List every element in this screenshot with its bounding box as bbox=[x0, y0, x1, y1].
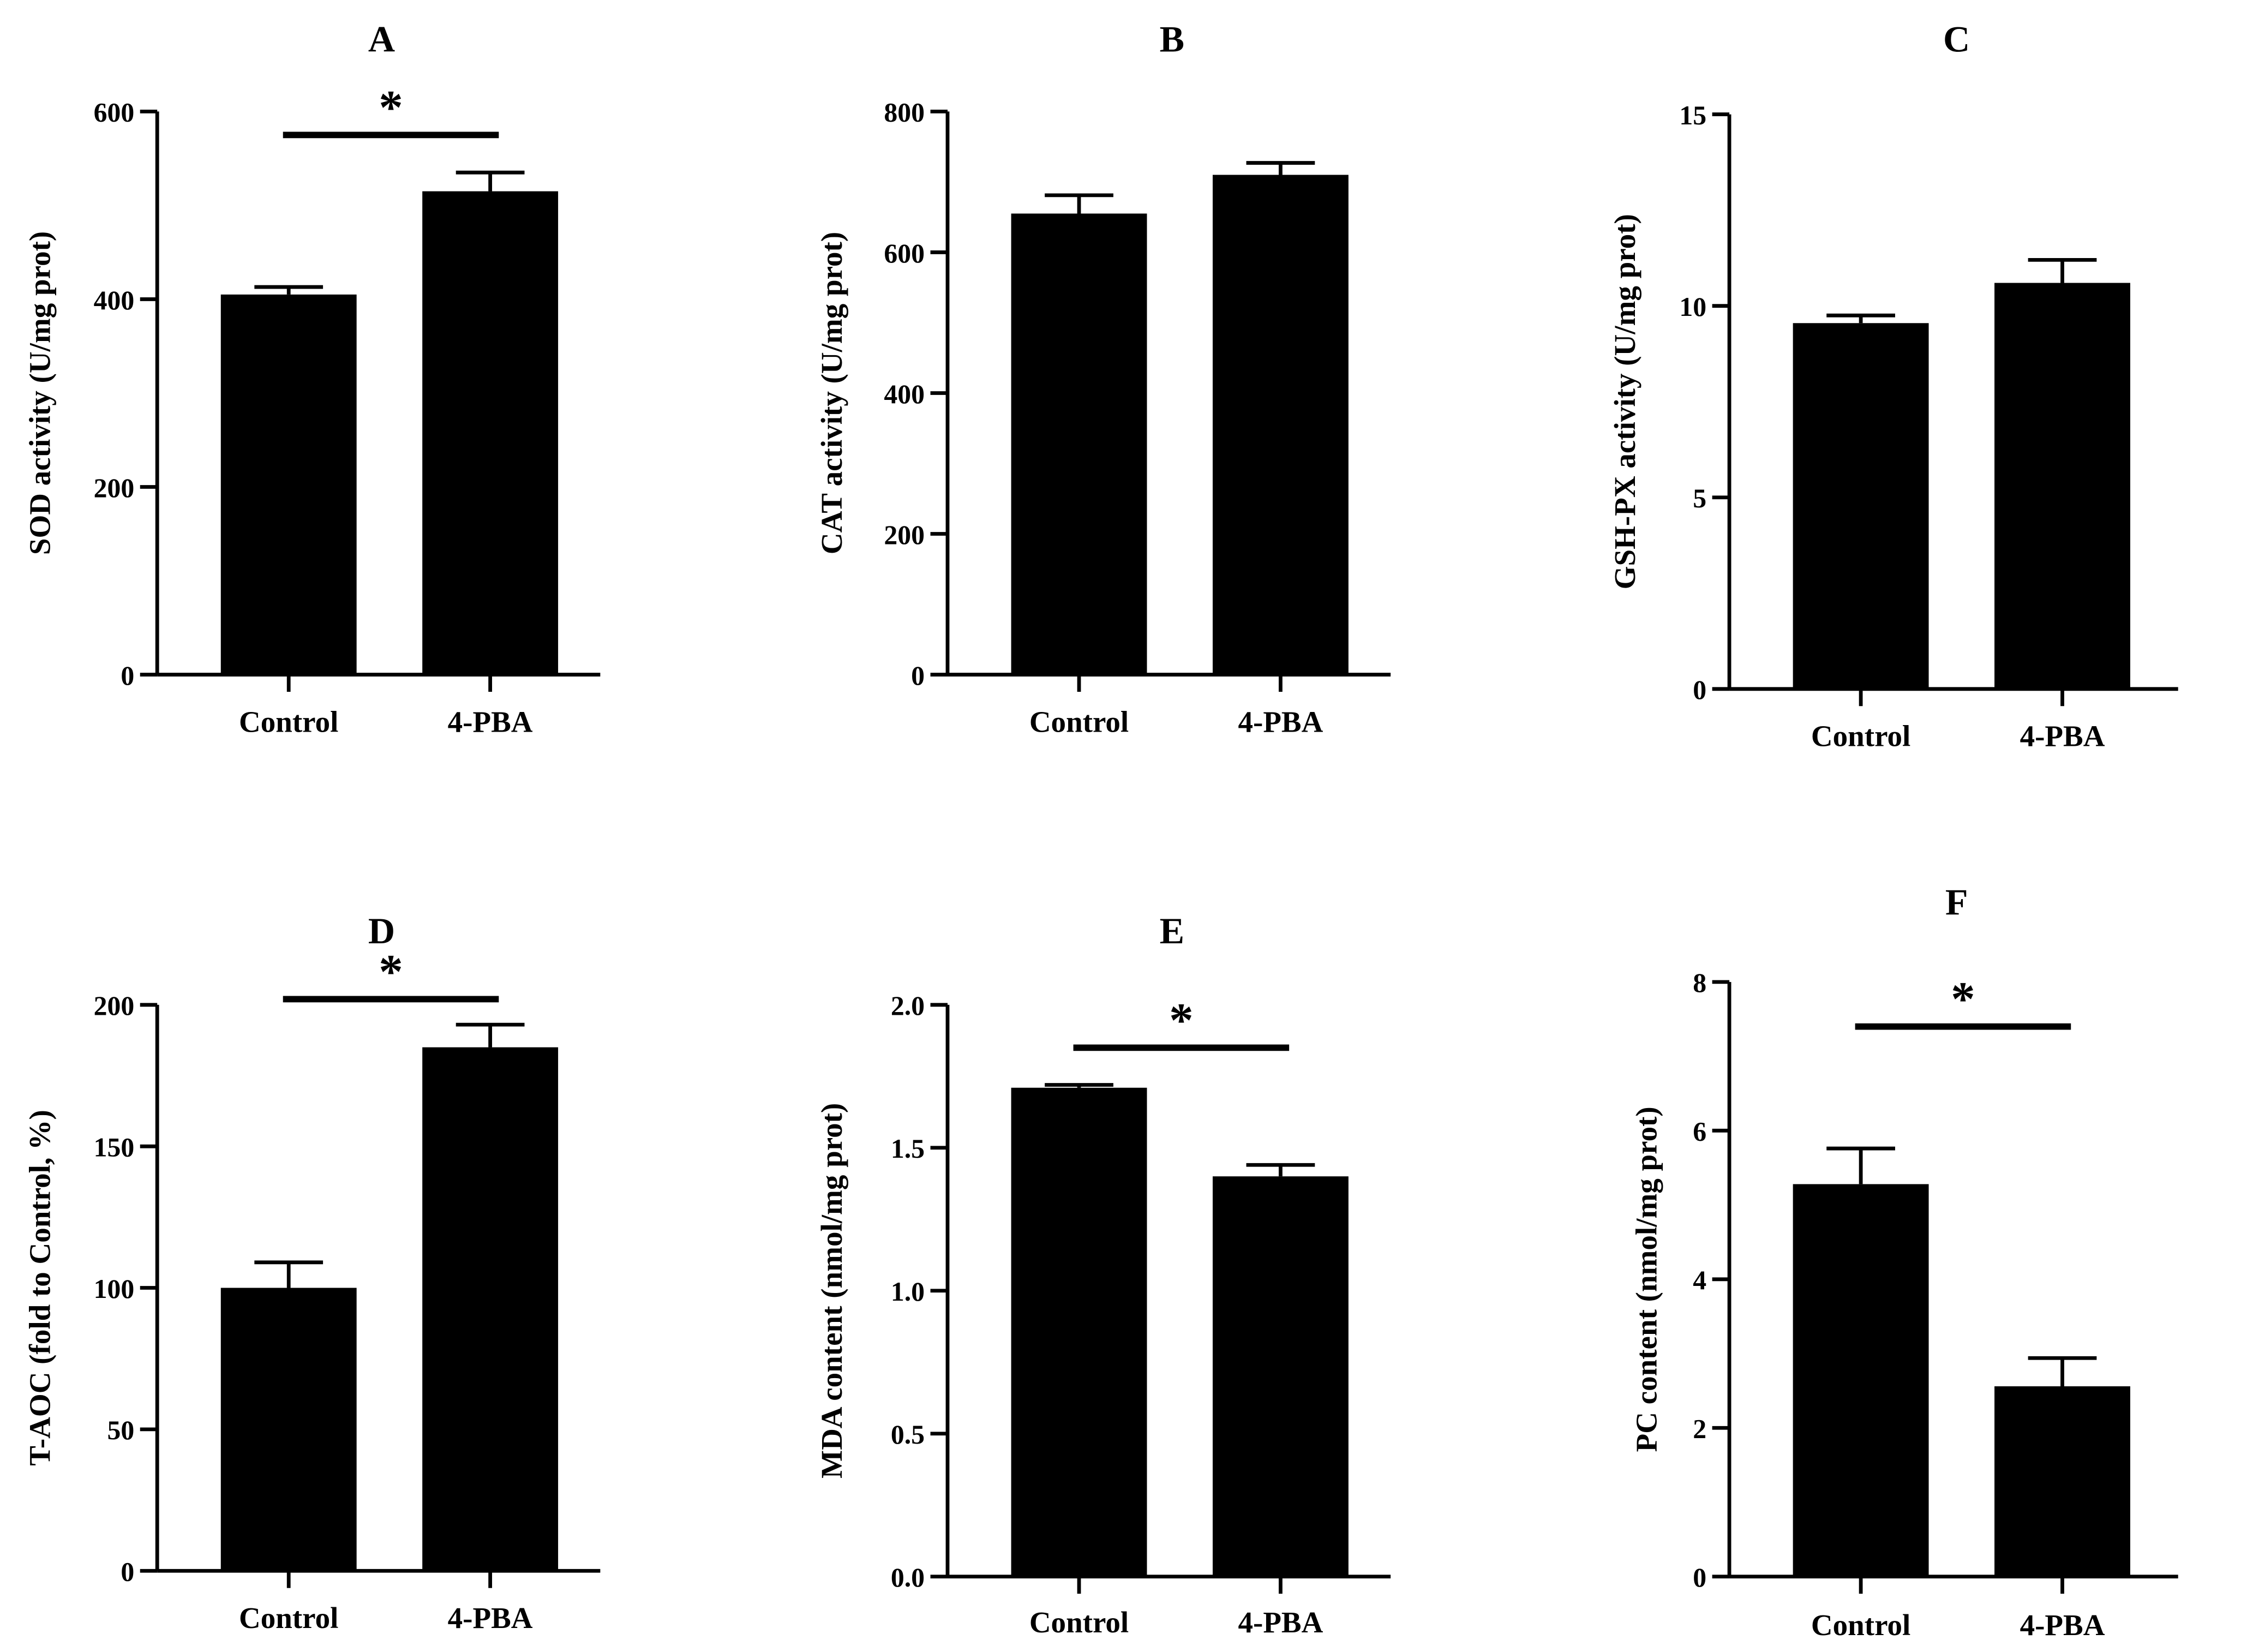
bar-control bbox=[220, 1288, 357, 1571]
category-label: 4-PBA bbox=[2020, 720, 2105, 753]
y-tick-label: 10 bbox=[1679, 292, 1706, 322]
y-tick-label: 200 bbox=[94, 473, 135, 503]
y-tick-label: 50 bbox=[107, 1415, 135, 1445]
panel-b: B 0 200 400 600 800 CAT activity (U/mg prot) Co… bbox=[815, 18, 1391, 738]
bar-4-pba bbox=[1994, 283, 2130, 689]
y-tick-label: 2.0 bbox=[891, 991, 925, 1021]
y-tick-label: 6 bbox=[1693, 1117, 1706, 1147]
category-label: Control bbox=[1029, 1606, 1129, 1639]
bar-control bbox=[1793, 1184, 1929, 1577]
bar-4-pba bbox=[422, 1047, 559, 1571]
category-label: Control bbox=[1811, 720, 1910, 753]
y-axis-label: T-AOC (fold to Control, %) bbox=[23, 1110, 57, 1466]
category-label: Control bbox=[1029, 705, 1129, 738]
y-tick-label: 15 bbox=[1679, 100, 1706, 130]
y-tick-label: 0 bbox=[911, 661, 925, 691]
category-label: 4-PBA bbox=[1238, 1606, 1323, 1639]
y-tick-label: 0 bbox=[121, 661, 134, 691]
significance-marker: * bbox=[1951, 973, 1975, 1026]
significance-marker: * bbox=[379, 945, 403, 998]
y-tick-label: 0.0 bbox=[891, 1563, 925, 1593]
y-axis-label: CAT activity (U/mg prot) bbox=[815, 232, 848, 554]
category-label: 4-PBA bbox=[448, 1601, 533, 1635]
panel-title: F bbox=[1945, 882, 1968, 923]
y-tick-label: 8 bbox=[1693, 968, 1706, 998]
panel-title: D bbox=[368, 910, 395, 951]
y-tick-label: 1.0 bbox=[891, 1277, 925, 1307]
panel-f: F 0 2 4 6 8 PC content (nmol/mg prot) Control 4-… bbox=[1629, 882, 2178, 1642]
bar-4-pba bbox=[422, 191, 559, 675]
panel-title: B bbox=[1160, 18, 1184, 59]
panel-c: C 0 5 10 15 GSH-PX activity (U/mg prot) Contro… bbox=[1608, 18, 2178, 753]
y-tick-label: 200 bbox=[94, 991, 135, 1021]
y-axis-label: MDA content (nmol/mg prot) bbox=[815, 1103, 848, 1479]
significance-marker: * bbox=[1169, 993, 1194, 1047]
panel-title: A bbox=[368, 18, 395, 59]
y-tick-label: 0.5 bbox=[891, 1420, 925, 1450]
category-label: 4-PBA bbox=[1238, 705, 1323, 738]
bar-control bbox=[1011, 1087, 1147, 1577]
category-label: Control bbox=[239, 705, 338, 738]
bar-control bbox=[1011, 213, 1147, 675]
y-axis-label: GSH-PX activity (U/mg prot) bbox=[1608, 214, 1641, 589]
y-tick-label: 0 bbox=[1693, 675, 1706, 705]
y-tick-label: 800 bbox=[884, 98, 925, 128]
bar-control bbox=[220, 294, 357, 675]
panel-d: D 0 50 100 150 200 T-AOC (fold to Control, %) C… bbox=[23, 910, 601, 1635]
y-tick-label: 4 bbox=[1693, 1265, 1706, 1295]
category-label: Control bbox=[239, 1601, 338, 1635]
bar-4-pba bbox=[1212, 1176, 1349, 1577]
bar-control bbox=[1793, 323, 1929, 689]
y-tick-label: 1.5 bbox=[891, 1134, 925, 1164]
y-tick-label: 5 bbox=[1693, 483, 1706, 513]
panel-a: A 0 200 400 600 SOD activity (U/mg prot) Contr… bbox=[23, 18, 601, 738]
y-tick-label: 150 bbox=[94, 1133, 135, 1163]
panel-title: E bbox=[1160, 910, 1184, 951]
y-axis-label: SOD activity (U/mg prot) bbox=[23, 231, 57, 555]
y-tick-label: 400 bbox=[94, 285, 135, 315]
y-tick-label: 200 bbox=[884, 520, 925, 550]
y-tick-label: 400 bbox=[884, 379, 925, 409]
y-tick-label: 100 bbox=[94, 1274, 135, 1304]
y-tick-label: 0 bbox=[121, 1557, 134, 1587]
significance-marker: * bbox=[379, 81, 403, 134]
y-tick-label: 2 bbox=[1693, 1414, 1706, 1444]
y-tick-label: 600 bbox=[884, 238, 925, 268]
y-axis-label: PC content (nmol/mg prot) bbox=[1629, 1106, 1663, 1452]
y-tick-label: 0 bbox=[1693, 1563, 1706, 1593]
category-label: 4-PBA bbox=[2020, 1608, 2105, 1642]
bar-4-pba bbox=[1994, 1386, 2130, 1577]
category-label: 4-PBA bbox=[448, 705, 533, 738]
category-label: Control bbox=[1811, 1608, 1910, 1642]
panel-title: C bbox=[1943, 18, 1970, 59]
bar-4-pba bbox=[1212, 175, 1349, 675]
panel-e: E 0.0 0.5 1.0 1.5 2.0 MDA content (nmol/mg pro… bbox=[815, 910, 1391, 1639]
y-tick-label: 600 bbox=[94, 98, 135, 128]
